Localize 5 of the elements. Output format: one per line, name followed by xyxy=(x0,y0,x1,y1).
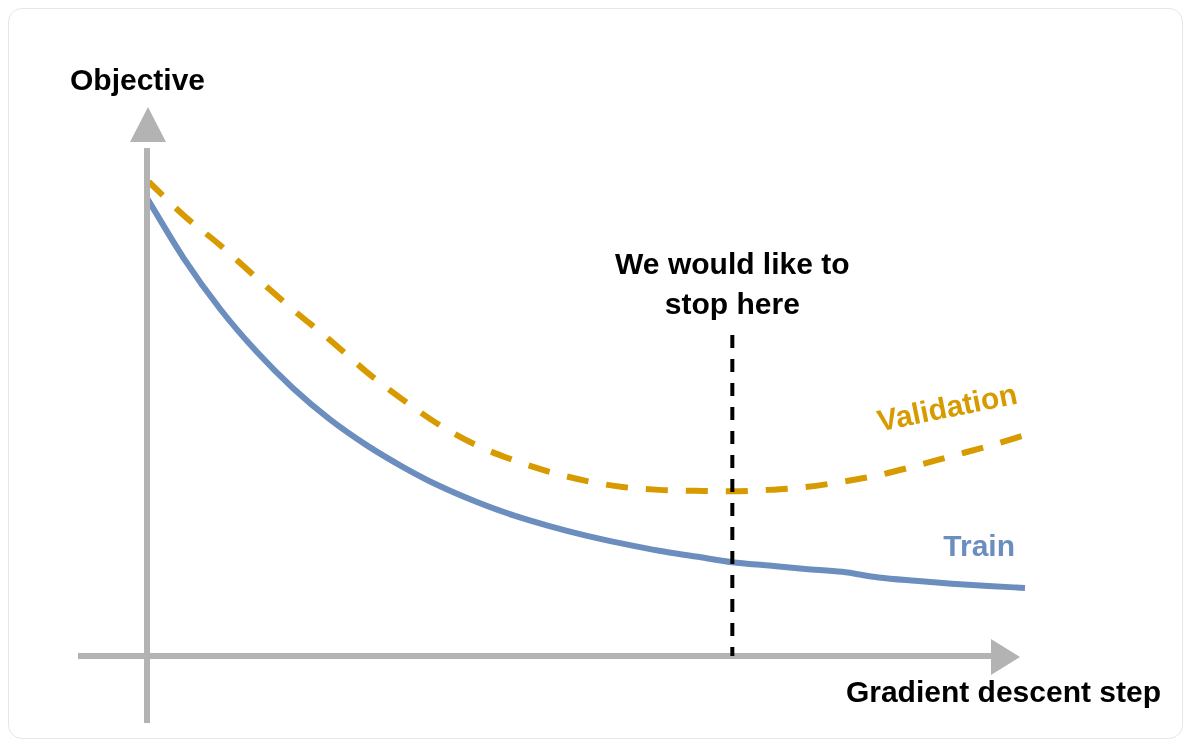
text: Validation xyxy=(874,376,1020,438)
x-axis-title: Gradient descent step xyxy=(845,675,1161,709)
series-label: Train xyxy=(943,529,1015,563)
y-axis-title: Objective xyxy=(70,63,206,97)
annotation: We would like to stop here xyxy=(615,247,850,321)
